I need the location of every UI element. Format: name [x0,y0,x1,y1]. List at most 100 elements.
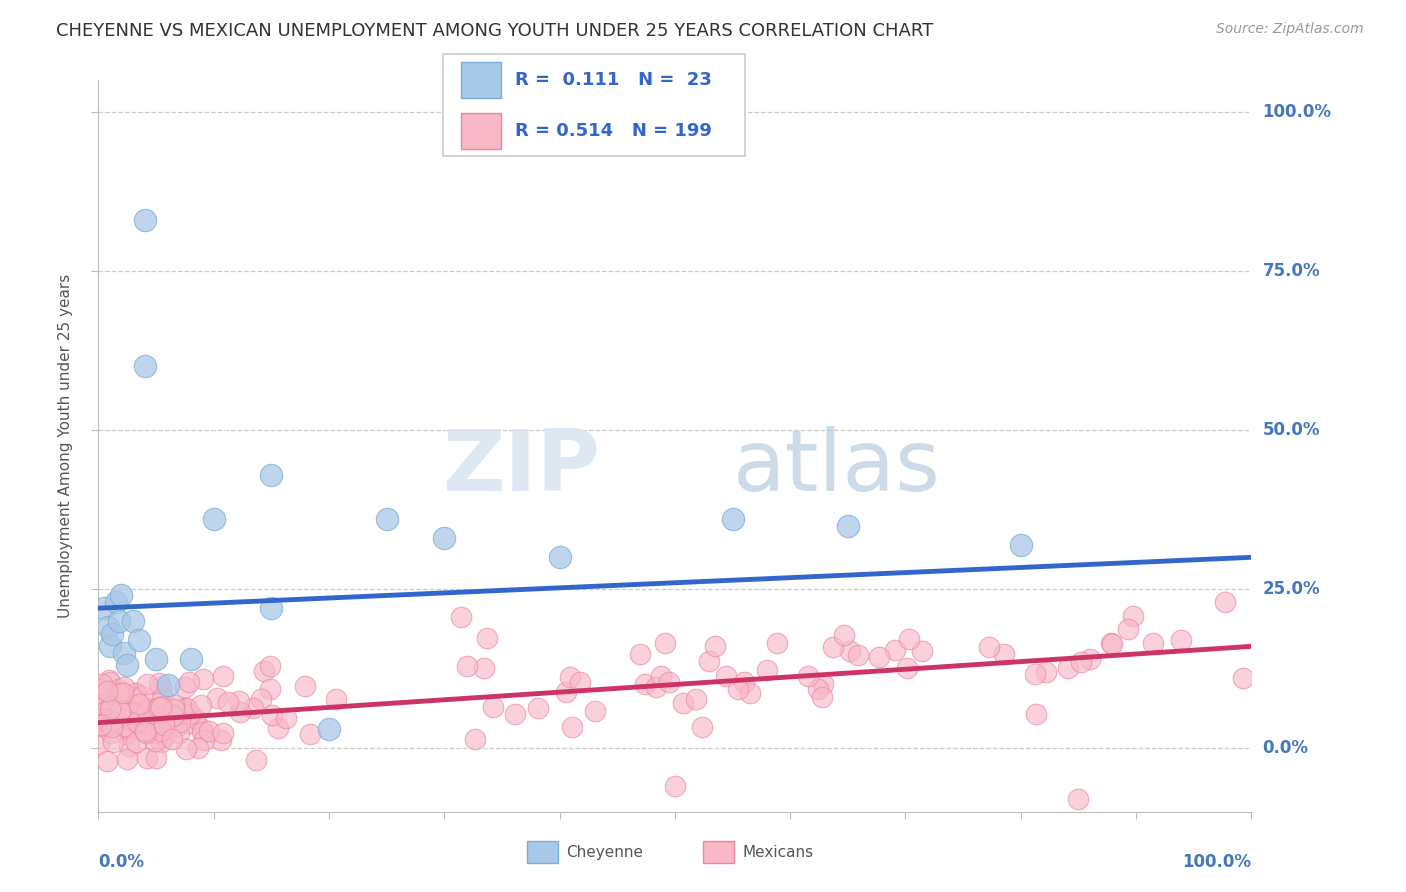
Point [89,718,111,732]
Point [259,682,281,697]
Point [807,681,830,696]
Point [197,724,219,739]
Point [98,701,121,715]
Point [1116,622,1139,636]
Point [141,704,163,718]
Text: 100.0%: 100.0% [1182,854,1251,871]
Text: R =  0.111   N =  23: R = 0.111 N = 23 [515,71,711,89]
Point [162,708,184,723]
Point [1035,665,1057,680]
Point [93,691,115,706]
Point [685,692,707,706]
Point [1024,666,1046,681]
Point [110,589,132,603]
Point [569,675,592,690]
Point [1122,608,1144,623]
Point [1025,707,1047,722]
Point [299,726,322,740]
Point [149,723,172,738]
Point [738,685,761,699]
Point [96,714,118,728]
Point [101,720,124,734]
Point [274,710,297,724]
Point [117,658,139,673]
Point [837,518,859,533]
Point [118,739,141,754]
Point [645,681,668,695]
Point [1170,632,1192,647]
Point [176,742,198,756]
Point [162,698,184,712]
Point [245,753,267,767]
Point [811,677,834,691]
Point [375,512,398,526]
Point [131,689,153,703]
Point [143,734,166,748]
Point [150,723,173,737]
Point [318,722,340,736]
Point [664,779,686,793]
Point [217,695,239,709]
Point [101,735,124,749]
Point [176,701,198,715]
Point [128,714,150,728]
Point [145,750,167,764]
Point [114,706,136,720]
Point [103,716,125,731]
Point [1142,636,1164,650]
Point [755,663,778,677]
Point [160,709,183,723]
Point [101,626,124,640]
Point [482,700,505,714]
Point [993,647,1015,661]
Point [1067,792,1090,806]
Point [90,718,112,732]
Point [122,705,145,719]
Point [97,687,120,701]
Point [658,674,681,689]
Point [165,720,187,734]
Text: ZIP: ZIP [443,426,600,509]
Point [1078,652,1101,666]
Point [450,610,472,624]
Point [103,715,125,730]
Point [1057,661,1080,675]
Point [177,716,200,731]
Point [839,644,862,658]
Point [91,677,114,691]
Point [159,710,181,724]
Point [150,735,173,749]
Point [193,732,215,747]
Point [110,717,132,731]
Point [190,698,212,712]
Point [136,703,159,717]
Point [141,714,163,728]
Point [898,632,921,646]
Text: atlas: atlas [733,426,941,509]
Point [628,648,651,662]
Point [846,648,869,662]
Point [108,704,131,718]
Point [163,702,186,716]
Point [98,675,121,690]
Point [128,697,150,711]
Text: 0.0%: 0.0% [1263,739,1309,757]
Point [145,723,167,737]
Point [125,698,148,712]
Text: Source: ZipAtlas.com: Source: ZipAtlas.com [1216,22,1364,37]
Point [212,668,235,682]
Point [650,668,672,682]
Point [548,550,571,565]
Point [96,684,118,698]
Point [634,677,657,691]
Point [160,731,183,746]
Point [733,674,755,689]
Point [252,665,274,679]
Point [132,722,155,736]
Point [187,740,209,755]
Point [690,721,713,735]
Point [184,711,207,725]
Point [721,512,744,526]
Point [98,717,121,731]
Point [107,681,129,696]
